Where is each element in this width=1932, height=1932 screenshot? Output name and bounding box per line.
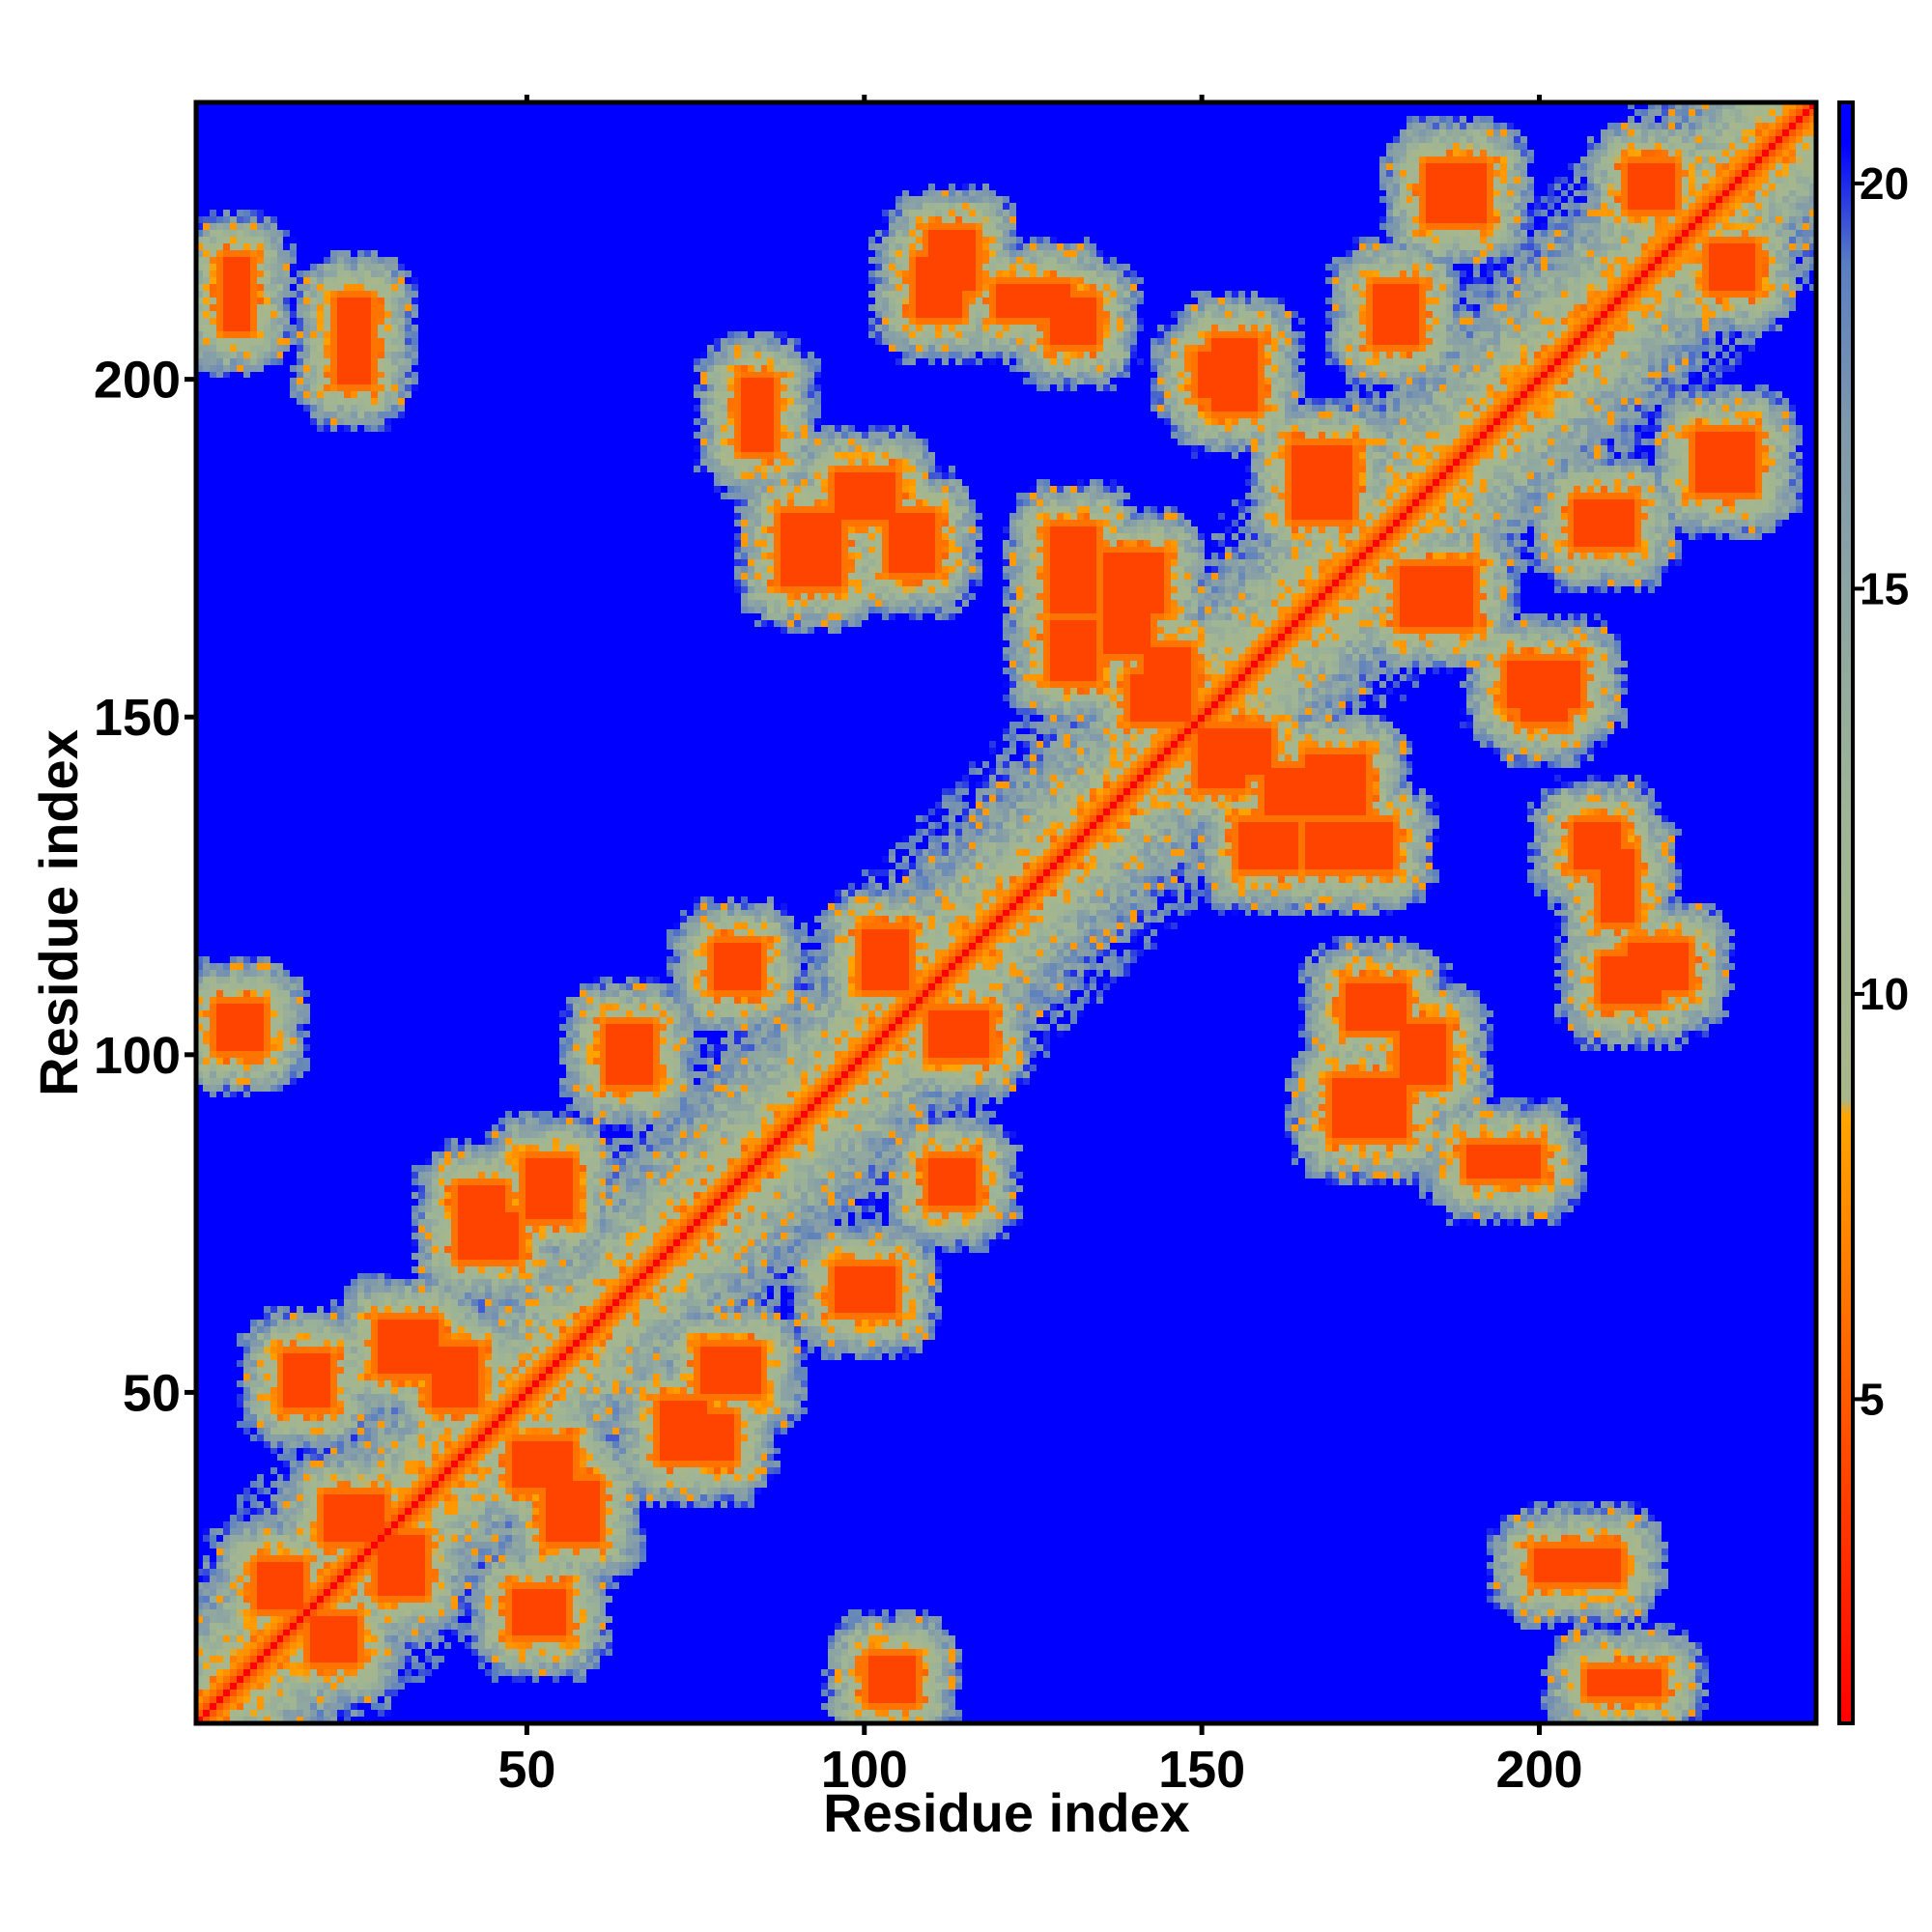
x-tick-label: 50 — [497, 1741, 555, 1799]
x-axis-title: Residue index — [823, 1782, 1190, 1843]
y-tick-label: 150 — [94, 689, 181, 747]
x-axis: 50 100 150 200 — [497, 1723, 1583, 1799]
colorbar-tick-label: 15 — [1860, 563, 1909, 613]
x-tick-label: 100 — [821, 1741, 908, 1799]
y-axis-title: Residue index — [28, 729, 89, 1096]
heatmap-area — [196, 102, 1816, 1723]
colorbar-tick-label: 10 — [1860, 969, 1909, 1019]
colorbar — [1839, 102, 1853, 1723]
colorbar-tick-label: 20 — [1860, 158, 1909, 209]
heatmap-canvas — [196, 102, 1816, 1723]
x-tick-label: 150 — [1158, 1741, 1245, 1799]
colorbar-ticks: 5 10 15 20 — [1853, 158, 1909, 1424]
y-tick-label: 200 — [94, 352, 181, 410]
colorbar-tick-label: 5 — [1860, 1374, 1885, 1424]
top-axis-ticks — [524, 95, 1543, 102]
y-tick-label: 50 — [123, 1364, 181, 1422]
x-tick-label: 200 — [1495, 1741, 1582, 1799]
colorbar-frame — [1837, 100, 1855, 1725]
y-axis: 50 100 150 200 — [94, 352, 196, 1422]
y-tick-label: 100 — [94, 1027, 181, 1085]
plot-frame — [193, 99, 1819, 1726]
